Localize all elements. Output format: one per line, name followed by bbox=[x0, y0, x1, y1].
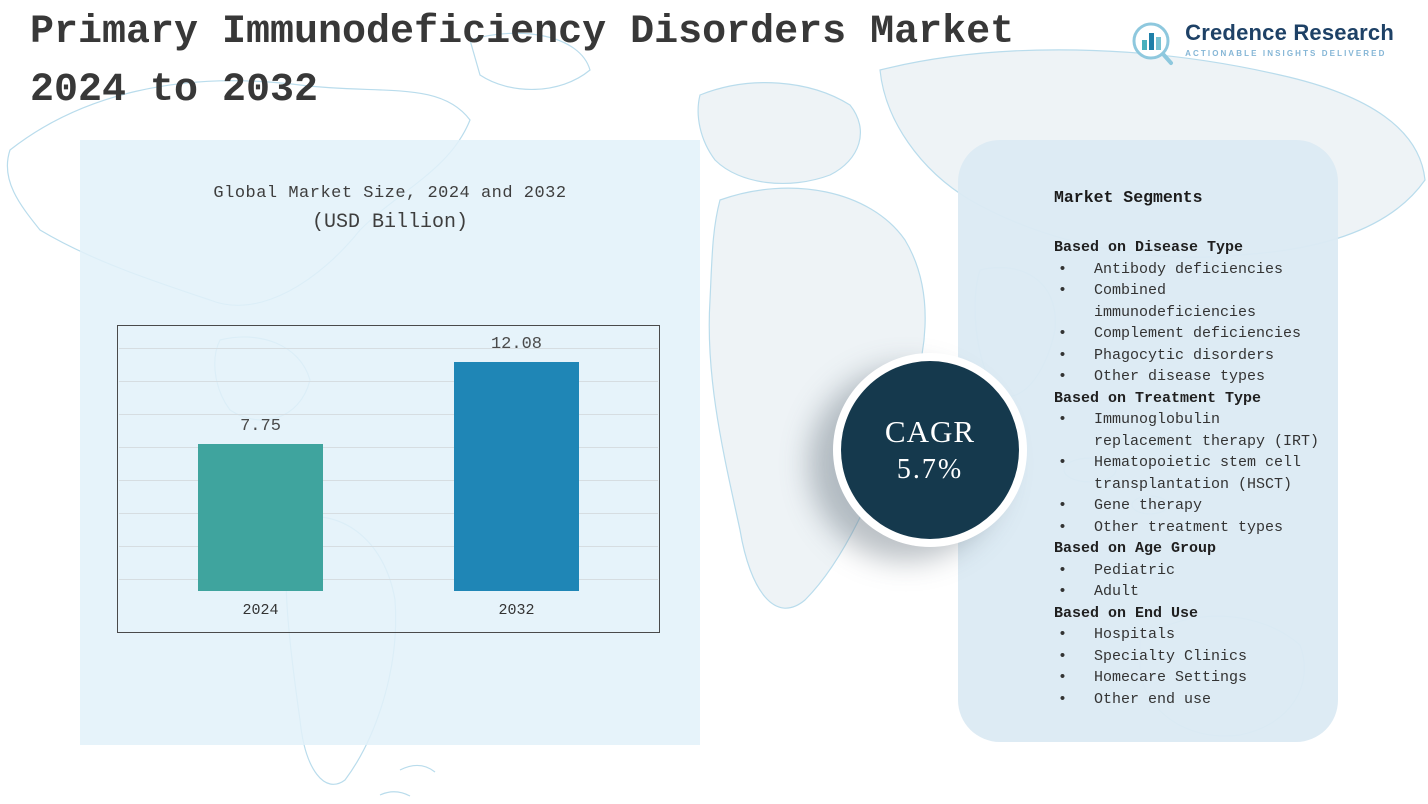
brand-logo: Credence Research Actionable Insights De… bbox=[1129, 20, 1394, 66]
segments-title: Market Segments bbox=[1054, 188, 1203, 207]
cagr-badge-inner: CAGR 5.7% bbox=[841, 361, 1019, 539]
segment-item: Homecare Settings bbox=[1054, 667, 1322, 689]
chart-x-axis: 2024 2032 bbox=[118, 591, 659, 632]
cagr-label: CAGR bbox=[884, 414, 976, 449]
segment-group-disease-type: Based on Disease Type Antibody deficienc… bbox=[1054, 237, 1322, 388]
chart-plot-area: 7.75 12.08 bbox=[118, 326, 659, 591]
page-title: Primary Immunodeficiency Disorders Marke… bbox=[30, 4, 1014, 120]
segment-item: Hospitals bbox=[1054, 624, 1322, 646]
bar-group-2032: 12.08 bbox=[454, 326, 579, 591]
bar-value-label: 12.08 bbox=[490, 335, 542, 355]
brand-text: Credence Research Actionable Insights De… bbox=[1185, 20, 1394, 58]
bar-2024 bbox=[198, 444, 323, 591]
segment-item: Other treatment types bbox=[1054, 517, 1322, 539]
segment-item: Pediatric bbox=[1054, 560, 1322, 582]
market-size-panel: Global Market Size, 2024 and 2032 (USD B… bbox=[80, 140, 700, 745]
segment-item: Complement deficiencies bbox=[1054, 323, 1322, 345]
segment-group-heading: Based on End Use bbox=[1054, 604, 1199, 622]
segment-group-heading: Based on Treatment Type bbox=[1054, 389, 1262, 407]
logo-icon bbox=[1132, 22, 1174, 65]
chart-title: Global Market Size, 2024 and 2032 bbox=[213, 184, 567, 203]
bar-chart: 7.75 12.08 2024 2032 bbox=[117, 325, 660, 633]
brand-name: Credence Research bbox=[1185, 20, 1394, 45]
segment-group-treatment-type: Based on Treatment Type Immunoglobulin r… bbox=[1054, 388, 1322, 539]
segment-item: Adult bbox=[1054, 581, 1322, 603]
segment-item: Combined immunodeficiencies bbox=[1054, 280, 1322, 323]
segment-item: Immunoglobulin replacement therapy (IRT) bbox=[1054, 409, 1322, 452]
page-title-line-1: Primary Immunodeficiency Disorders Marke… bbox=[30, 10, 1015, 55]
bar-2032 bbox=[454, 362, 579, 591]
cagr-value: 5.7% bbox=[896, 454, 964, 485]
bar-year-label: 2032 bbox=[498, 602, 535, 619]
chart-heading: Global Market Size, 2024 and 2032 (USD B… bbox=[80, 184, 700, 234]
segment-item: Gene therapy bbox=[1054, 495, 1322, 517]
bar-value-label: 7.75 bbox=[240, 417, 281, 437]
segment-group-heading: Based on Age Group bbox=[1054, 540, 1217, 557]
segment-item: Hematopoietic stem cell transplantation … bbox=[1054, 452, 1322, 495]
segment-item: Other disease types bbox=[1054, 366, 1322, 388]
segment-group-end-use: Based on End Use Hospitals Specialty Cli… bbox=[1054, 603, 1322, 711]
brand-tagline: Actionable Insights Delivered bbox=[1185, 49, 1387, 58]
segment-item: Antibody deficiencies bbox=[1054, 259, 1322, 281]
segment-item: Other end use bbox=[1054, 689, 1322, 711]
bar-group-2024: 7.75 bbox=[198, 326, 323, 591]
segment-item: Phagocytic disorders bbox=[1054, 345, 1322, 367]
chart-subtitle: (USD Billion) bbox=[311, 211, 469, 234]
cagr-badge: CAGR 5.7% bbox=[833, 353, 1027, 547]
page-title-line-2: 2024 to 2032 bbox=[30, 68, 319, 113]
segment-group-heading: Based on Disease Type bbox=[1054, 239, 1244, 256]
bar-year-label: 2024 bbox=[242, 602, 279, 619]
segment-item: Specialty Clinics bbox=[1054, 646, 1322, 668]
segment-group-age-group: Based on Age Group Pediatric Adult bbox=[1054, 538, 1322, 603]
segments-panel: Market Segments Based on Disease Type An… bbox=[958, 140, 1338, 742]
